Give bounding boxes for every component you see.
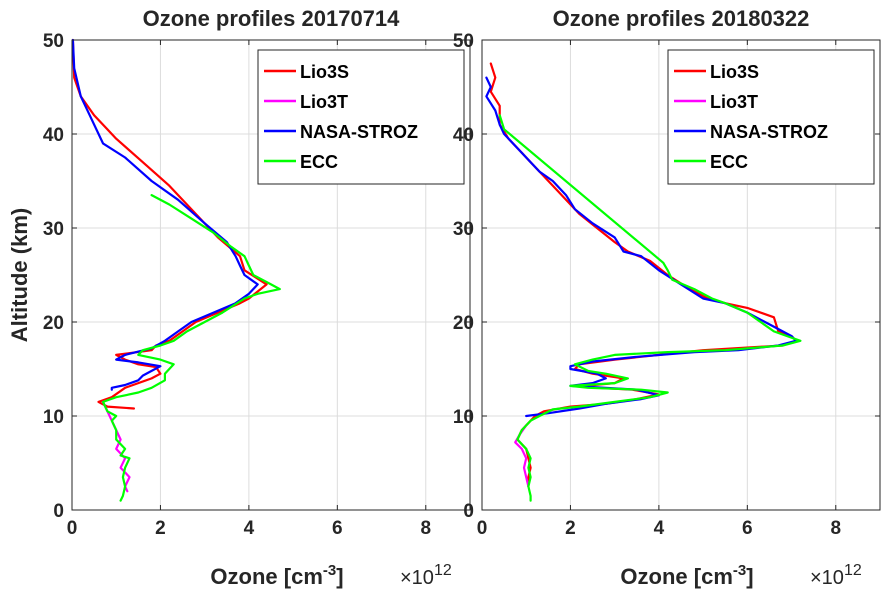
legend-label-ecc: ECC [300, 152, 338, 172]
legend-label-lio3s: Lio3S [300, 62, 349, 82]
x-tick-label: 6 [332, 518, 343, 539]
y-tick-label: 40 [43, 125, 64, 146]
x-tick-label: 8 [420, 518, 431, 539]
legend: Lio3S Lio3T NASA-STROZ ECC [257, 49, 465, 185]
y-tick-label: 50 [43, 31, 64, 52]
y-tick-label: 20 [43, 313, 64, 334]
chart-title: Ozone profiles 20170714 [143, 6, 401, 31]
x-axis-label: Ozone [cm-3] [210, 562, 343, 589]
x-tick-label: 0 [67, 518, 78, 539]
y-tick-label: 50 [453, 31, 474, 52]
series-line-lio3t [101, 400, 131, 493]
chart-panel-2: 0 2 4 6 8 0 10 20 30 40 50 Ozone profiles 20180322 O… [453, 6, 881, 589]
y-tick-label: 20 [453, 313, 474, 334]
legend-label-lio3s: Lio3S [710, 62, 759, 82]
x-tick-label: 2 [155, 518, 166, 539]
series-line-ecc [498, 114, 802, 502]
legend-label-lio3t: Lio3T [300, 92, 348, 112]
chart-title: Ozone profiles 20180322 [553, 6, 810, 31]
y-tick-label: 10 [43, 407, 64, 428]
x-tick-label: 4 [654, 518, 665, 539]
y-tick-label: 0 [463, 501, 474, 522]
y-tick-label: 0 [53, 501, 64, 522]
x-tick-label: 8 [830, 518, 841, 539]
y-tick-label: 10 [453, 407, 474, 428]
legend-label-nasa-stroz: NASA-STROZ [710, 122, 828, 142]
x-tick-label: 0 [477, 518, 488, 539]
legend-label-ecc: ECC [710, 152, 748, 172]
y-tick-label: 30 [453, 219, 474, 240]
x-tick-label: 2 [565, 518, 576, 539]
series-line-ecc [101, 194, 281, 502]
plot-area-border [71, 39, 471, 511]
y-axis-label: Altitude (km) [7, 208, 32, 342]
legend-label-lio3t: Lio3T [710, 92, 758, 112]
series-line-nasa-stroz [71, 38, 259, 391]
x-axis-exponent: ×1012 [810, 562, 862, 589]
x-tick-label: 6 [742, 518, 753, 539]
legend: Lio3S Lio3T NASA-STROZ ECC [667, 49, 875, 185]
series-line-lio3s [71, 38, 268, 410]
series-line-lio3t [514, 424, 530, 488]
plot-area-border [481, 39, 881, 511]
x-tick-label: 4 [244, 518, 255, 539]
x-axis-label: Ozone [cm-3] [620, 562, 753, 589]
x-axis-exponent: ×1012 [400, 562, 452, 589]
legend-label-nasa-stroz: NASA-STROZ [300, 122, 418, 142]
y-tick-label: 30 [43, 219, 64, 240]
chart-panel-1: 0 2 4 6 8 0 10 20 30 40 50 Ozone profiles 20170714 O… [7, 6, 471, 589]
y-tick-label: 40 [453, 125, 474, 146]
